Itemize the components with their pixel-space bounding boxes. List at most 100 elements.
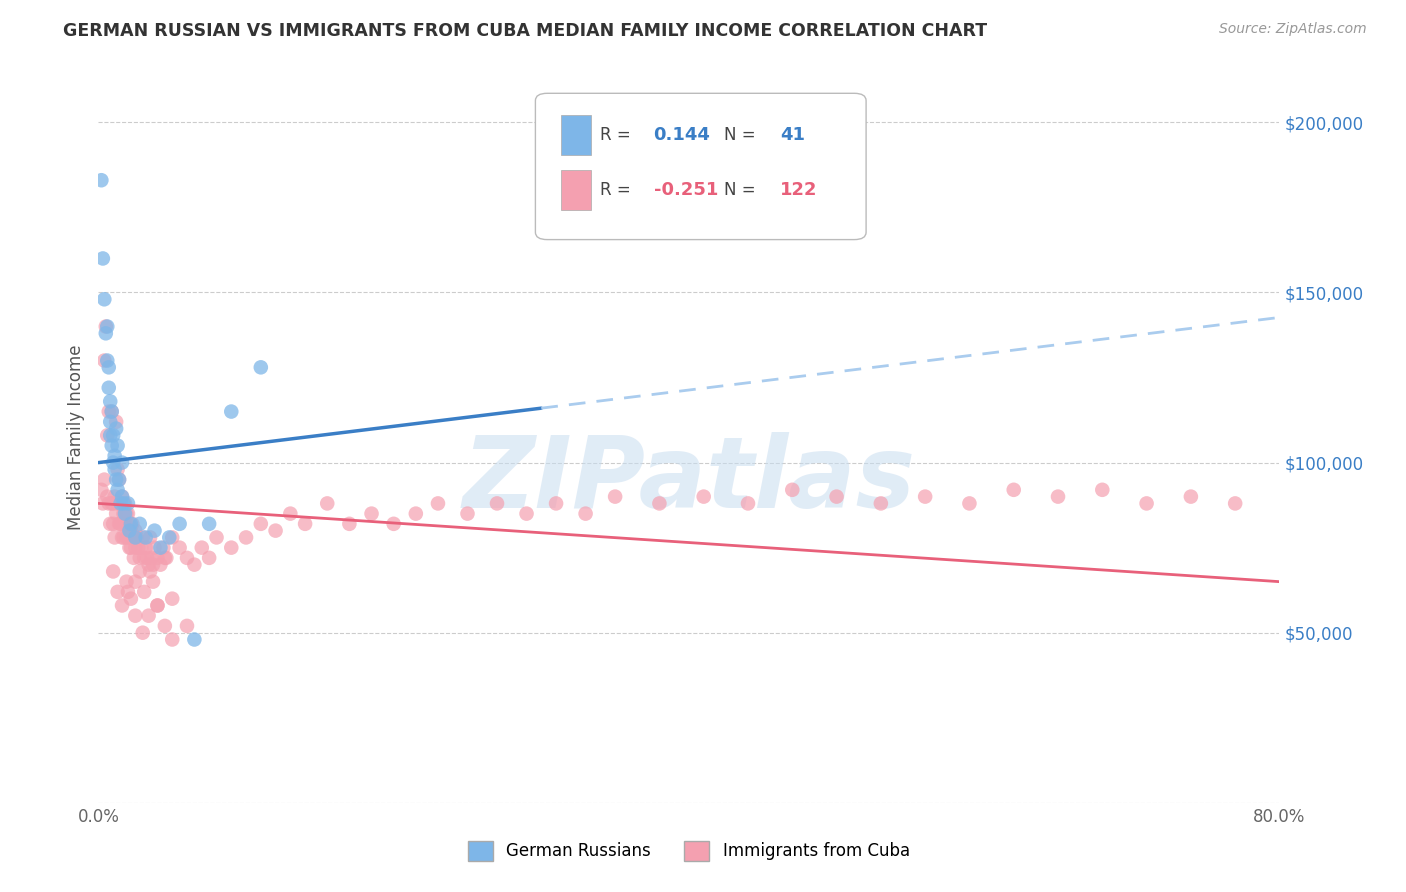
Point [114,496,136,510]
Point [124,524,146,538]
Text: N =: N = [724,126,756,144]
Point [118,541,141,555]
Point [112,531,135,545]
Point [1091,483,1114,497]
Point [516,507,538,521]
Point [146,599,169,613]
Point [108,473,131,487]
Point [605,490,627,504]
Point [90,483,112,497]
FancyBboxPatch shape [561,115,591,155]
Point [141,550,163,565]
Point [100,404,122,418]
Point [146,550,169,565]
Point [134,550,156,565]
Point [111,490,134,504]
Point [1046,490,1070,504]
Point [96,353,118,368]
Point [138,558,160,572]
Point [360,507,382,521]
Point [122,531,145,545]
Point [205,531,228,545]
Point [107,585,129,599]
Point [108,473,131,487]
Point [486,496,509,510]
Point [91,496,114,510]
Point [149,558,172,572]
Point [115,531,138,545]
Point [105,473,128,487]
Point [120,516,142,531]
Point [100,496,122,510]
Point [870,496,893,510]
Point [176,550,198,565]
Point [96,428,118,442]
Point [104,449,127,463]
Point [111,531,134,545]
Point [139,565,162,579]
Point [1002,483,1025,497]
Point [142,558,165,572]
Point [959,496,981,510]
Point [110,516,132,531]
Point [125,531,148,545]
Point [124,541,146,555]
Point [118,524,141,538]
Point [575,507,598,521]
Point [100,404,122,418]
Point [264,524,287,538]
Point [108,516,131,531]
Point [103,516,125,531]
Text: 122: 122 [780,181,817,199]
Point [143,524,166,538]
Point [121,516,143,531]
Point [153,619,176,633]
Point [162,591,183,606]
Point [221,404,243,418]
Point [96,490,118,504]
Text: ZIPatlas: ZIPatlas [463,433,915,530]
Y-axis label: Median Family Income: Median Family Income [66,344,84,530]
Point [1136,496,1159,510]
Point [737,496,759,510]
Point [112,496,135,510]
Point [146,599,169,613]
Point [405,507,427,521]
Point [97,381,120,395]
Text: -0.251: -0.251 [654,181,718,199]
Point [103,456,125,470]
Point [162,632,183,647]
Point [117,585,139,599]
Point [134,585,156,599]
Point [118,516,141,531]
Point [169,516,191,531]
Point [103,496,125,510]
Point [128,516,150,531]
Point [105,421,128,435]
Text: R =: R = [600,181,631,199]
Point [117,507,139,521]
Point [191,541,214,555]
Point [128,565,150,579]
FancyBboxPatch shape [561,170,591,211]
Point [176,619,198,633]
Point [97,496,120,510]
Point [111,456,134,470]
Point [117,531,139,545]
Point [648,496,671,510]
Text: Source: ZipAtlas.com: Source: ZipAtlas.com [1219,22,1367,37]
Point [110,496,132,510]
Point [1180,490,1202,504]
Point [91,252,114,266]
Point [183,632,205,647]
Point [142,574,165,589]
Point [1225,496,1247,510]
Point [105,415,128,429]
Point [110,496,132,510]
Point [98,394,121,409]
Point [104,462,127,476]
Legend: German Russians, Immigrants from Cuba: German Russians, Immigrants from Cuba [461,834,917,868]
Point [457,507,479,521]
Text: 0.144: 0.144 [654,126,710,144]
Point [103,428,125,442]
